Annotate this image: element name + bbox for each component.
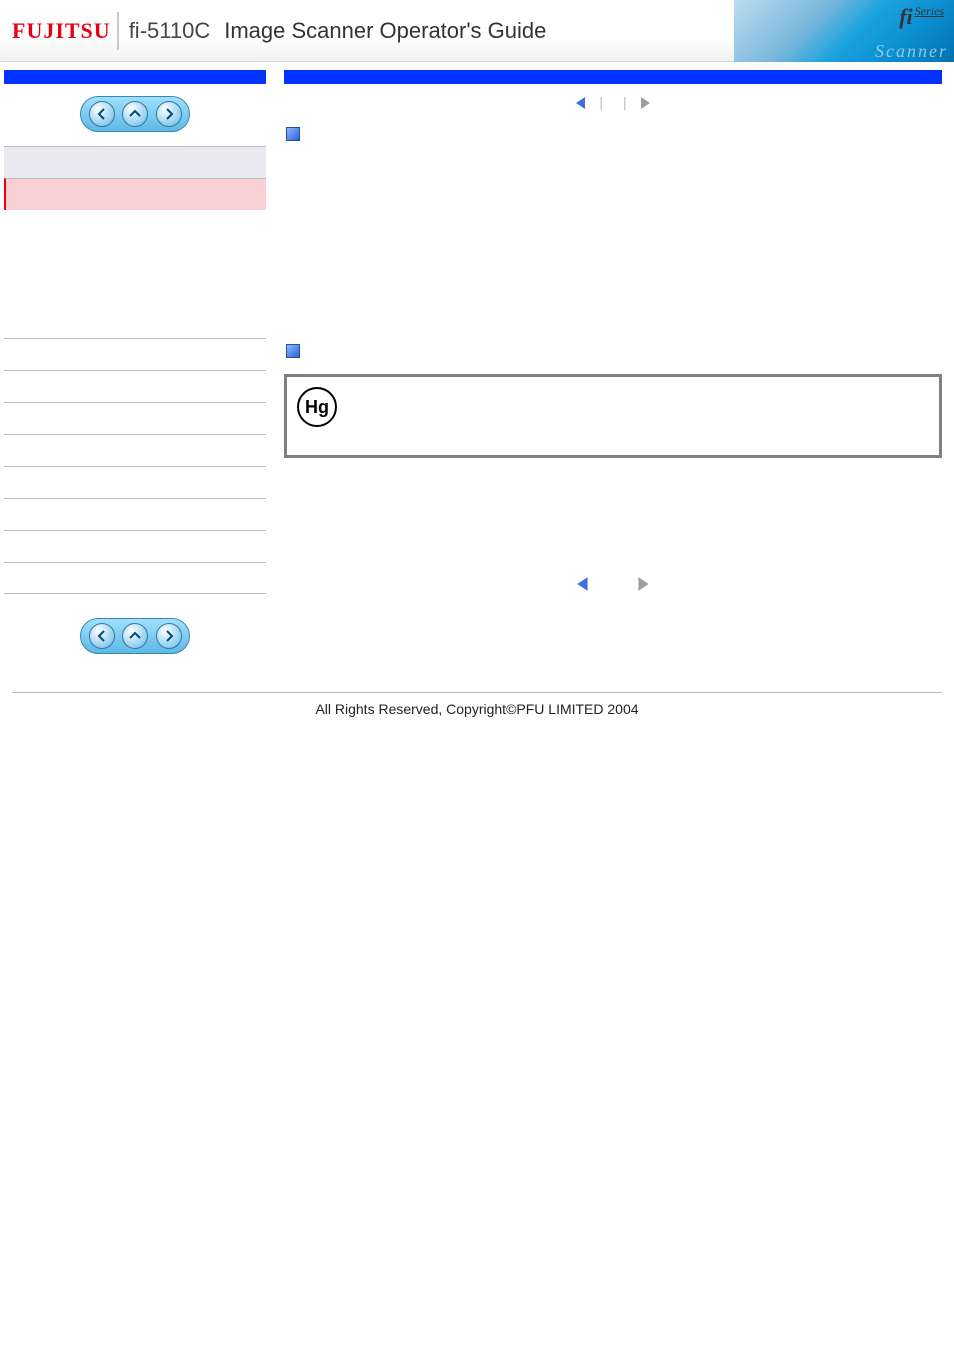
bullet-text <box>310 341 942 355</box>
sidebar-item[interactable] <box>4 562 266 594</box>
triangle-left-icon <box>574 96 588 110</box>
content-gap <box>284 157 942 337</box>
page: FUJITSU fi-5110C Image Scanner Operator'… <box>0 0 954 741</box>
triangle-right-icon <box>638 96 652 110</box>
sidebar-gap <box>4 210 266 338</box>
hg-symbol-text: Hg <box>305 397 329 418</box>
model-label: fi-5110C <box>119 18 219 44</box>
sidebar-item[interactable] <box>4 402 266 434</box>
sidebar-item[interactable] <box>4 338 266 370</box>
bullet-icon <box>286 127 300 141</box>
nav-pill-top <box>80 96 190 132</box>
pager-next-button[interactable] <box>635 576 651 597</box>
header-bar: FUJITSU fi-5110C Image Scanner Operator'… <box>0 0 954 62</box>
arrow-right-icon <box>163 630 175 642</box>
nav-back-button[interactable] <box>89 623 115 649</box>
arrow-left-icon <box>96 630 108 642</box>
bullet-text <box>310 124 942 138</box>
sidebar-item[interactable] <box>4 466 266 498</box>
copyright-text: All Rights Reserved, Copyright©PFU LIMIT… <box>315 701 638 717</box>
pager-bottom <box>284 576 942 597</box>
arrow-right-icon <box>163 108 175 120</box>
sidebar-item[interactable] <box>4 370 266 402</box>
arrow-left-icon <box>96 108 108 120</box>
sidebar-item[interactable] <box>4 434 266 466</box>
header-series-badge: fi Series Scanner <box>734 0 954 62</box>
bullet-item <box>284 124 942 141</box>
nav-up-button[interactable] <box>122 623 148 649</box>
nav-back-button[interactable] <box>89 101 115 127</box>
sidebar-item[interactable] <box>4 530 266 562</box>
pager-prev-button[interactable] <box>574 94 592 110</box>
page-title: Image Scanner Operator's Guide <box>218 18 546 44</box>
footer: All Rights Reserved, Copyright©PFU LIMIT… <box>12 692 942 741</box>
breadcrumb-sep: | <box>623 94 627 110</box>
sidebar-blue-bar <box>4 70 266 84</box>
nav-forward-button[interactable] <box>156 623 182 649</box>
brand-logo: FUJITSU <box>10 12 119 50</box>
breadcrumb-sep: | <box>599 94 603 110</box>
main-blue-bar <box>284 70 942 84</box>
series-fi: fi <box>899 4 912 30</box>
body-columns: | | Hg <box>0 62 954 668</box>
bullet-icon <box>286 344 300 358</box>
scanner-watermark: Scanner <box>875 41 948 62</box>
series-label: Series <box>915 4 944 19</box>
pager-prev-button[interactable] <box>575 576 591 597</box>
triangle-right-icon <box>635 576 651 592</box>
arrow-up-icon <box>129 108 141 120</box>
main-content: | | Hg <box>270 62 954 607</box>
nav-pill-bottom <box>80 618 190 654</box>
mercury-warning-box: Hg <box>284 374 942 458</box>
bullet-item <box>284 341 942 358</box>
sidebar-gap <box>4 594 266 618</box>
breadcrumb-pager-top: | | <box>284 94 942 110</box>
sidebar-item[interactable] <box>4 498 266 530</box>
nav-forward-button[interactable] <box>156 101 182 127</box>
sidebar-item-active[interactable] <box>4 178 266 210</box>
arrow-up-icon <box>129 630 141 642</box>
triangle-left-icon <box>575 576 591 592</box>
sidebar-item[interactable] <box>4 146 266 178</box>
sidebar <box>0 62 270 668</box>
nav-up-button[interactable] <box>122 101 148 127</box>
content-gap <box>284 478 942 548</box>
pager-next-button[interactable] <box>638 94 652 110</box>
hg-symbol-badge: Hg <box>297 387 337 427</box>
